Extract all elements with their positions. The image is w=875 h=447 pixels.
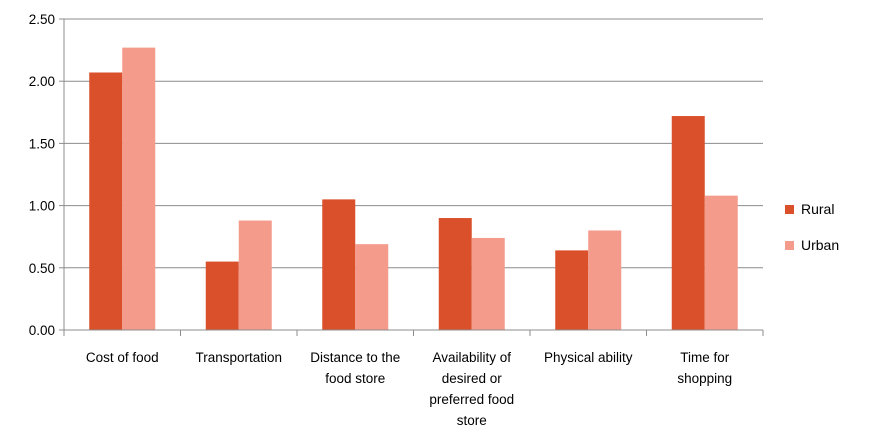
y-tick-labels: 0.00 0.50 1.00 1.50 2.00 2.50 [29,12,64,338]
bar-urban [471,237,505,330]
bar-urban [355,244,389,330]
bar-urban [238,220,272,330]
legend-label-urban: Urban [801,237,840,253]
bar-rural [89,72,123,330]
legend-item-rural: Rural [785,199,839,219]
bars [89,47,738,330]
gridlines [64,18,763,331]
x-category-label: Availability of desired or preferred food s… [429,350,514,428]
bar-rural [438,218,472,330]
y-tick-label: 0.50 [29,261,55,276]
bar-rural [671,116,705,330]
x-category-labels: Cost of food Transportation Distance to th… [86,350,732,428]
x-category-label: Transportation [195,350,282,365]
y-tick-label: 0.00 [29,323,55,338]
x-category-label: Cost of food [86,350,159,365]
legend: Rural Urban [785,199,839,271]
x-category-label: Distance to the food store [310,350,400,386]
legend-swatch-rural [785,204,794,214]
y-tick-label: 2.00 [29,74,55,89]
legend-swatch-urban [785,240,794,250]
y-tick-label: 1.50 [29,136,55,151]
y-tick-label: 1.00 [29,199,55,214]
legend-item-urban: Urban [785,235,839,255]
bar-rural [205,261,239,330]
bar-urban [588,230,622,330]
axes [63,19,764,336]
bar-rural [322,199,356,330]
bar-urban [122,47,156,330]
legend-label-rural: Rural [801,201,835,217]
bar-rural [555,250,589,330]
y-tick-label: 2.50 [29,12,55,27]
x-category-label: Time for shopping [677,350,732,386]
x-category-label: Physical ability [544,350,633,365]
bar-urban [704,195,738,330]
